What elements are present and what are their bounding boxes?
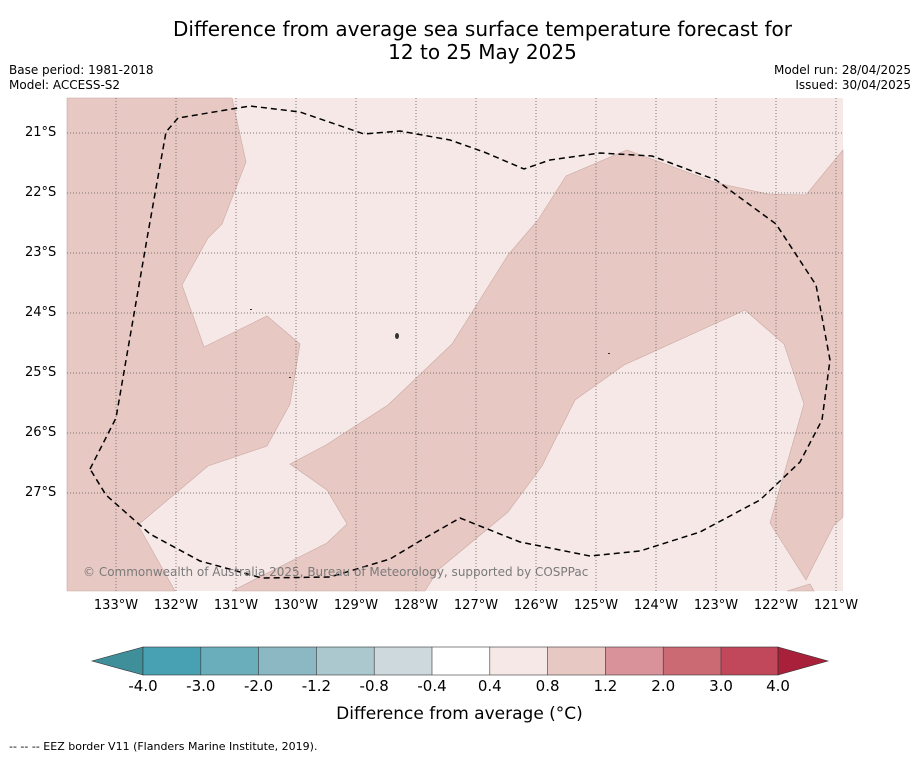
- lat-label: 23°S: [25, 245, 57, 260]
- chart-title: Difference from average sea surface temp…: [60, 18, 905, 64]
- colorbar-segment: [200, 647, 259, 675]
- lat-label: 26°S: [25, 425, 57, 440]
- lon-label: 133°W: [93, 598, 139, 613]
- colorbar-segment: [721, 647, 778, 675]
- lon-label: 127°W: [453, 598, 499, 613]
- colorbar-segment: [605, 647, 664, 675]
- colorbar-low-extension: [90, 646, 144, 676]
- colorbar-label: 4.0: [766, 677, 790, 695]
- title-line-1: Difference from average sea surface temp…: [172, 17, 792, 41]
- island: [395, 333, 399, 339]
- lat-label: 21°S: [25, 125, 57, 140]
- graticule: [67, 98, 843, 591]
- island: [289, 377, 291, 378]
- lon-label: 121°W: [813, 598, 859, 613]
- model-name: Model: ACCESS-S2: [9, 78, 121, 92]
- lat-label: 27°S: [25, 485, 57, 500]
- eez-footnote: -- -- -- EEZ border V11 (Flanders Marine…: [9, 740, 318, 753]
- issued-date: Issued: 30/04/2025: [795, 78, 911, 92]
- lon-label: 123°W: [693, 598, 739, 613]
- colorbar-segment: [143, 647, 201, 675]
- colorbar-segment: [663, 647, 721, 675]
- model-run: Model run: 28/04/2025: [773, 63, 911, 77]
- colorbar-label: -2.0: [243, 677, 274, 695]
- colorbar-label: 0.4: [477, 677, 502, 695]
- colorbar: [90, 646, 830, 676]
- colorbar-label: -3.0: [186, 677, 216, 695]
- lat-label: 25°S: [25, 365, 57, 380]
- meta-right: Model run: 28/04/2025 Issued: 30/04/2025: [774, 63, 911, 93]
- colorbar-label: -0.8: [359, 677, 389, 695]
- lat-label: 22°S: [25, 185, 57, 200]
- anomaly-region-central: [231, 149, 844, 592]
- lon-label: 132°W: [153, 598, 199, 613]
- colorbar-title: Difference from average (°C): [336, 704, 583, 724]
- colorbar-label: 0.8: [535, 677, 560, 695]
- meta-left: Base period: 1981-2018 Model: ACCESS-S2: [9, 63, 154, 93]
- eez-border: [89, 105, 831, 579]
- lon-label: 125°W: [573, 598, 619, 613]
- title-line-2: 12 to 25 May 2025: [388, 40, 577, 64]
- colorbar-label: -0.4: [417, 677, 447, 695]
- lon-label: 122°W: [753, 598, 799, 613]
- island: [608, 353, 610, 354]
- lat-label: 24°S: [25, 305, 57, 320]
- lon-label: 128°W: [393, 598, 439, 613]
- colorbar-high-extension: [777, 646, 830, 676]
- colorbar-label: -4.0: [128, 677, 158, 695]
- lon-label: 131°W: [213, 598, 259, 613]
- colorbar-label: -1.2: [301, 677, 332, 695]
- colorbar-segment: [489, 647, 548, 675]
- colorbar-segment: [547, 647, 606, 675]
- base-period: Base period: 1981-2018: [9, 63, 154, 77]
- anomaly-region-west: [66, 97, 301, 592]
- colorbar-label: 1.2: [593, 677, 618, 695]
- colorbar-label: 3.0: [709, 677, 733, 695]
- lon-label: 126°W: [513, 598, 559, 613]
- colorbar-segment: [432, 647, 490, 675]
- colorbar-segment: [374, 647, 432, 675]
- lon-label: 124°W: [633, 598, 679, 613]
- lon-label: 130°W: [273, 598, 319, 613]
- anomaly-region-southeast: [786, 583, 815, 592]
- island: [250, 309, 252, 310]
- colorbar-segment: [258, 647, 317, 675]
- colorbar-label: 2.0: [651, 677, 676, 695]
- lon-label: 129°W: [333, 598, 379, 613]
- colorbar-frame: [142, 646, 779, 676]
- copyright-notice: © Commonwealth of Australia 2025, Bureau…: [83, 565, 589, 579]
- colorbar-segment: [316, 647, 375, 675]
